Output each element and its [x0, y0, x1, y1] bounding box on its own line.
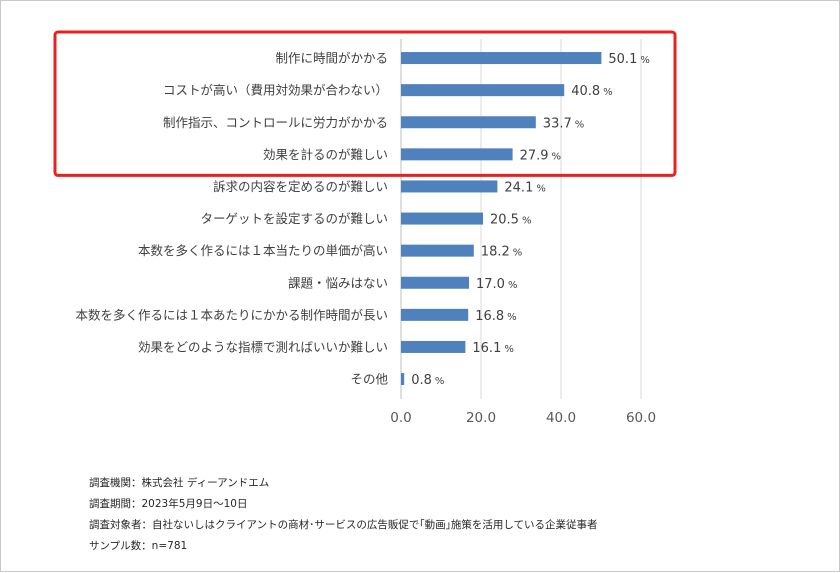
bar [401, 276, 469, 289]
bar [401, 373, 405, 386]
bar [401, 116, 536, 129]
x-axis-ticks: 0.0 20.0 40.0 60.0 [390, 410, 656, 426]
bar [401, 52, 602, 65]
note-survey-period: 調査期間：2023年5月9日～10日 [89, 498, 248, 510]
bar [401, 180, 498, 193]
value-label: 50.1% [608, 52, 649, 67]
note-survey-target: 調査対象者：自社ないしはクライアントの商材･サービスの広告販促で｢動画｣施策を活… [89, 519, 598, 531]
value-label: 16.1% [472, 341, 513, 356]
note-survey-org: 調査機関：株式会社 ディーアンドエム [89, 477, 270, 489]
bar [401, 244, 474, 257]
category-label: 制作に時間がかかる [275, 51, 388, 66]
x-tick-label: 0.0 [390, 410, 411, 426]
x-tick-label: 60.0 [626, 410, 656, 426]
value-label: 18.2% [481, 245, 522, 260]
note-sample-size: サンプル数：n=781 [89, 540, 188, 552]
value-label: 16.8% [475, 309, 516, 324]
category-label: 本数を多く作るには１本あたりにかかる制作時間が長い [75, 307, 388, 322]
x-tick-label: 40.0 [546, 410, 576, 426]
category-label: ターゲットを設定するのが難しい [200, 211, 388, 226]
bar [401, 308, 469, 321]
bar [401, 148, 513, 161]
bars [401, 52, 602, 386]
bar [401, 340, 466, 353]
category-label: 訴求の内容を定めるのが難しい [213, 179, 388, 194]
category-label: 効果をどのような指標で測ればいいか難しい [138, 339, 388, 354]
value-label: 40.8% [571, 84, 612, 99]
value-label: 20.5% [490, 213, 531, 228]
value-labels: 50.1 % 40.8 % 33.7 % 27.9 % 24.1 % 20.5 % 18.2 % 17.0%… [411, 52, 650, 388]
bar [401, 84, 565, 97]
category-label: 効果を計るのが難しい [263, 147, 388, 162]
category-label: コストが高い（費用対効果が合わない） [163, 83, 388, 98]
value-label: 27.9% [520, 148, 561, 163]
value-label: 0.8% [411, 373, 444, 388]
value-label: 33.7% [543, 116, 584, 131]
highlight-box [53, 30, 677, 177]
category-label: 本数を多く作るには１本当たりの単価が高い [138, 243, 388, 258]
category-label: その他 [350, 372, 388, 387]
category-label: 制作指示、コントロールに労力がかかる [163, 115, 388, 130]
survey-notes: 調査機関：株式会社 ディーアンドエム 調査期間：2023年5月9日～10日 調査… [89, 473, 598, 557]
category-label: 課題・悩みはない [288, 275, 388, 290]
x-tick-label: 20.0 [466, 410, 496, 426]
value-label: 17.0% [476, 277, 517, 292]
bar [401, 212, 483, 225]
value-label: 24.1% [504, 180, 545, 195]
